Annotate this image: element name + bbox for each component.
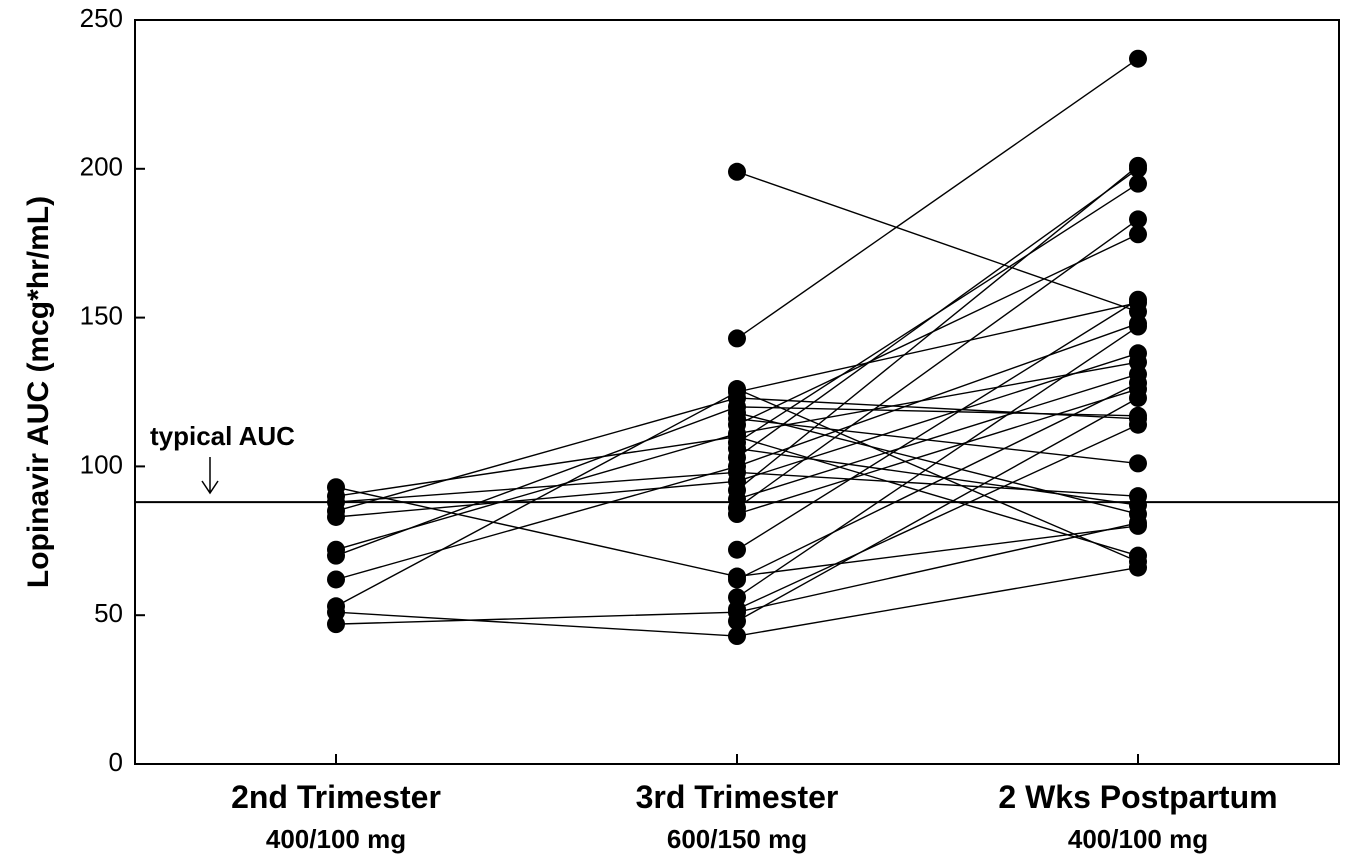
series-line — [736, 233, 1139, 426]
data-point — [728, 329, 746, 348]
data-point — [1129, 210, 1147, 229]
data-point — [728, 627, 746, 646]
y-tick-label: 0 — [109, 747, 123, 777]
x-category-label: 2 Wks Postpartum — [998, 779, 1277, 815]
data-point — [1129, 388, 1147, 407]
y-tick-label: 150 — [80, 300, 123, 330]
series-line — [736, 388, 1139, 563]
data-point — [327, 507, 345, 526]
data-point — [728, 380, 746, 399]
x-category-dose: 400/100 mg — [1068, 824, 1208, 854]
y-axis-ticks: 0 50 100 150 200 250 — [80, 3, 145, 777]
data-point — [728, 162, 746, 181]
data-point — [1129, 290, 1147, 309]
series-line — [736, 168, 1139, 459]
y-axis-title: Lopinavir AUC (mcg*hr/mL) — [22, 196, 55, 588]
data-point — [1129, 454, 1147, 473]
series-line — [736, 171, 1139, 313]
y-tick-label: 100 — [80, 449, 123, 479]
series-line — [736, 299, 1139, 551]
data-point — [1129, 552, 1147, 571]
data-point — [1129, 496, 1147, 515]
data-point — [728, 415, 746, 434]
series-line — [736, 58, 1139, 340]
series-points — [327, 49, 1147, 646]
series-line — [736, 373, 1139, 500]
series-line — [736, 397, 1139, 622]
data-point — [1129, 49, 1147, 68]
y-tick-label: 250 — [80, 3, 123, 33]
data-point — [728, 505, 746, 524]
data-point — [728, 448, 746, 467]
data-point — [1129, 415, 1147, 434]
data-point — [1129, 156, 1147, 175]
data-point — [327, 570, 345, 589]
data-point — [1129, 374, 1147, 393]
x-axis-ticks: 2nd Trimester 400/100 mg 3rd Trimester 600/… — [231, 754, 1278, 854]
y-tick-label: 50 — [94, 598, 123, 628]
series-line — [736, 412, 1139, 515]
x-category-label: 3rd Trimester — [636, 779, 839, 815]
data-point — [1129, 225, 1147, 244]
data-point — [1129, 174, 1147, 193]
series-line — [736, 382, 1139, 581]
data-point — [1129, 317, 1147, 336]
reference-line-label: typical AUC — [150, 421, 295, 451]
series-line — [736, 388, 1139, 515]
x-category-dose: 600/150 mg — [667, 824, 807, 854]
series-line — [736, 218, 1139, 509]
reference-arrow-icon — [201, 457, 219, 495]
data-point — [728, 570, 746, 589]
x-category-dose: 400/100 mg — [266, 824, 406, 854]
series-line — [736, 447, 1139, 506]
data-point — [327, 615, 345, 634]
series-line — [736, 165, 1139, 491]
series-line — [736, 424, 1139, 610]
data-point — [728, 612, 746, 631]
y-tick-label: 200 — [80, 152, 123, 182]
x-category-label: 2nd Trimester — [231, 779, 441, 815]
series-line — [736, 325, 1139, 598]
data-point — [327, 546, 345, 565]
data-point — [728, 540, 746, 559]
